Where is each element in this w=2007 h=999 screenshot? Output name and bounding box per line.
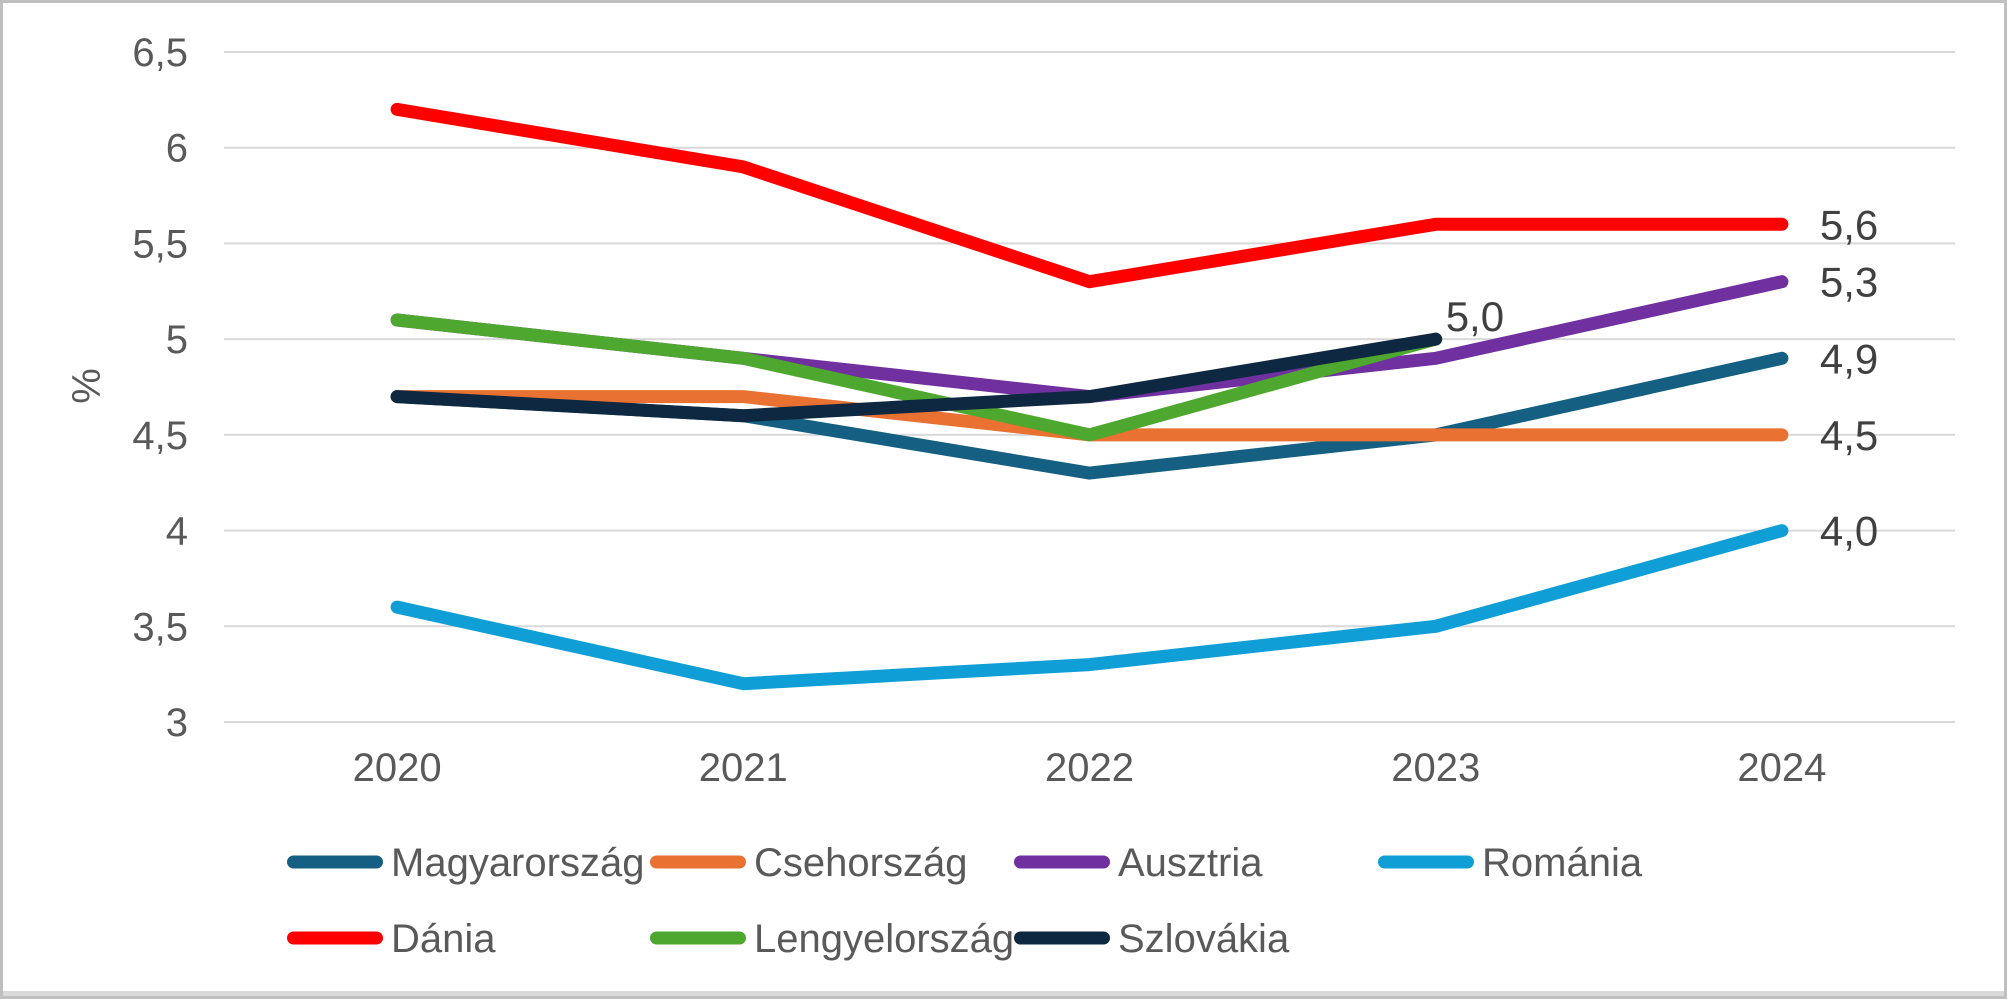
- x-axis-tick-label: 2021: [699, 746, 788, 790]
- legend-label-magyarország: Magyarország: [391, 841, 644, 885]
- legend-label-szlovákia: Szlovákia: [1118, 917, 1290, 961]
- bottom-edge-strip: [3, 991, 2004, 997]
- x-axis-tick-label: 2023: [1391, 746, 1480, 790]
- y-axis-title: %: [65, 368, 109, 404]
- x-axis-tick-label: 2022: [1045, 746, 1134, 790]
- y-axis-tick-label: 4,5: [132, 414, 188, 458]
- data-label-csehország: 4,5: [1820, 412, 1878, 459]
- series-line-lengyelország: [390, 313, 1443, 442]
- x-axis-tick-label: 2024: [1737, 746, 1826, 790]
- legend-label-csehország: Csehország: [754, 841, 967, 885]
- legend-label-dánia: Dánia: [391, 917, 496, 961]
- y-axis-tick-label: 5: [166, 318, 188, 362]
- y-axis-tick-label: 5,5: [132, 222, 188, 266]
- data-label-szlovákia: 5,0: [1446, 293, 1504, 340]
- data-label-dánia: 5,6: [1820, 201, 1878, 248]
- y-axis-tick-label: 3: [166, 701, 188, 745]
- y-axis-tick-label: 3,5: [132, 605, 188, 649]
- legend-swatch-magyarország: [287, 855, 383, 869]
- legend-label-románia: Románia: [1482, 841, 1643, 885]
- data-label-magyarország: 4,9: [1820, 335, 1878, 382]
- legend-swatch-ausztria: [1014, 855, 1110, 869]
- legend-label-lengyelország: Lengyelország: [754, 917, 1014, 961]
- legend-label-ausztria: Ausztria: [1118, 841, 1263, 885]
- y-axis-tick-label: 4: [166, 510, 188, 554]
- legend-swatch-lengyelország: [650, 931, 746, 945]
- data-label-ausztria: 5,3: [1820, 259, 1878, 306]
- legend-swatch-csehország: [650, 855, 746, 869]
- data-label-románia: 4,0: [1820, 508, 1878, 555]
- series-line-románia: [390, 524, 1789, 691]
- legend-swatch-szlovákia: [1014, 931, 1110, 945]
- legend-swatch-románia: [1378, 855, 1474, 869]
- legend-swatch-dánia: [287, 931, 383, 945]
- y-axis-tick-label: 6,5: [132, 31, 188, 75]
- series-line-szlovákia: [390, 332, 1443, 423]
- x-axis-tick-label: 2020: [353, 746, 442, 790]
- y-axis-tick-label: 6: [166, 127, 188, 171]
- series-line-dánia: [390, 102, 1789, 289]
